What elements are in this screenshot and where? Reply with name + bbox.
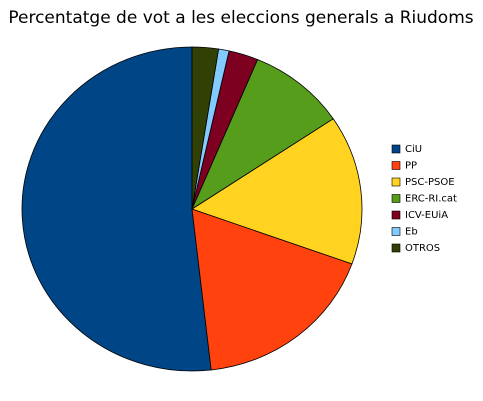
legend-swatch [391, 161, 401, 170]
legend-label: Eb [405, 227, 418, 238]
pie-slice [21, 46, 212, 372]
legend-swatch [391, 177, 401, 187]
chart-title: Percentatge de vot a les eleccions gener… [8, 8, 473, 28]
legend-label: PSC-PSOE [405, 177, 455, 188]
legend-label: ICV-EUiA [405, 210, 448, 221]
pie-slice [191, 118, 363, 265]
pie-slice [191, 59, 334, 211]
legend-label: CiU [405, 144, 422, 155]
legend-label: PP [405, 161, 417, 172]
pie-slice [191, 208, 353, 371]
legend-swatch [391, 243, 401, 253]
pie-slice [191, 46, 220, 210]
legend-swatch [391, 227, 401, 236]
legend-label: OTROS [405, 243, 440, 254]
legend-label: ERC-RI.cat [405, 194, 457, 205]
legend-swatch [391, 144, 401, 154]
legend-swatch [391, 194, 401, 203]
legend-swatch [391, 210, 401, 220]
